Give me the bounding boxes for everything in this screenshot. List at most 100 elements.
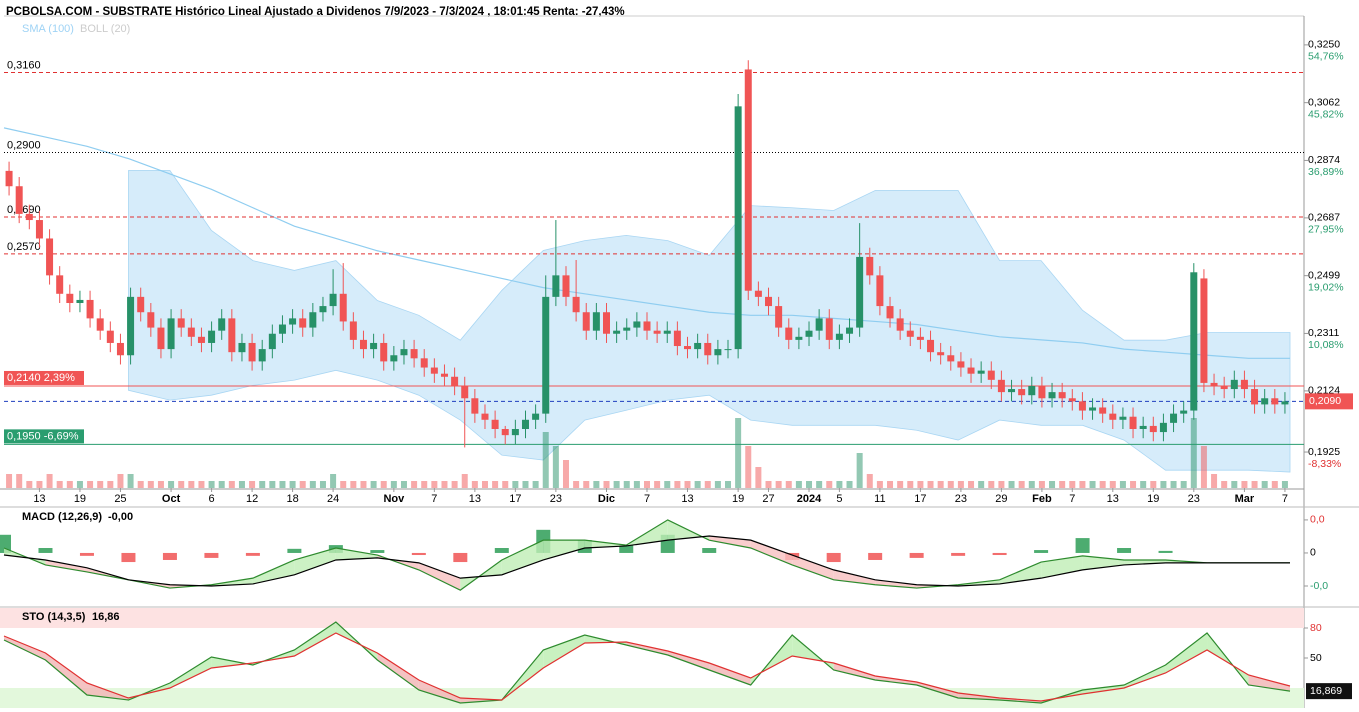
volume-bar xyxy=(917,481,924,488)
macd-histogram-bar xyxy=(868,552,883,560)
volume-bar xyxy=(1109,481,1116,488)
volume-bar xyxy=(1140,481,1147,488)
candle-body xyxy=(329,293,337,307)
volume-bar xyxy=(623,481,630,488)
candle-body xyxy=(258,349,266,362)
volume-bar xyxy=(704,481,711,488)
candle-body xyxy=(906,330,914,337)
volume-bar xyxy=(532,481,539,488)
volume-bar xyxy=(907,481,914,488)
level-label-box xyxy=(4,429,84,444)
legend-boll: BOLL (20) xyxy=(80,23,130,35)
volume-bar xyxy=(289,481,296,488)
volume-bar xyxy=(1271,481,1278,488)
candle-body xyxy=(359,339,367,350)
candle-body xyxy=(440,373,448,377)
volume-bar xyxy=(1281,481,1288,488)
macd-title: MACD (12,26,9) xyxy=(22,511,102,523)
candle-body xyxy=(1240,379,1248,390)
x-tick-label: 25 xyxy=(114,493,126,505)
y-tick-label: 0,2687 xyxy=(1308,212,1340,224)
candle-body xyxy=(1251,389,1259,405)
candle-body xyxy=(187,327,195,337)
volume-bar xyxy=(147,481,154,488)
x-tick-label: 13 xyxy=(681,493,693,505)
volume-bar xyxy=(411,481,418,488)
volume-bar xyxy=(613,481,620,488)
volume-bar xyxy=(6,474,13,488)
candle-body xyxy=(916,336,924,340)
volume-bar xyxy=(674,481,681,488)
x-tick-label: Feb xyxy=(1032,493,1052,505)
volume-bar xyxy=(765,481,772,488)
candle-body xyxy=(987,370,995,380)
candle-body xyxy=(1068,398,1076,402)
volume-bar xyxy=(76,481,83,488)
candle-body xyxy=(349,321,357,340)
macd-fill xyxy=(252,559,295,584)
volume-bar xyxy=(1008,481,1015,488)
macd-histogram-bar xyxy=(909,552,924,558)
volume-bar xyxy=(1018,481,1025,488)
y-tick-label: 50 xyxy=(1310,652,1322,664)
y-tick-change: -8,33% xyxy=(1308,458,1341,470)
volume-bar xyxy=(684,481,691,488)
candle-body xyxy=(542,296,550,414)
candle-body xyxy=(86,299,94,319)
candle-body xyxy=(1089,407,1097,411)
x-tick-label: 29 xyxy=(995,493,1007,505)
macd-histogram-bar xyxy=(453,552,468,563)
volume-bar xyxy=(107,481,114,488)
volume-bar xyxy=(1170,481,1177,488)
sto-fill xyxy=(211,657,253,668)
volume-bar xyxy=(502,481,509,488)
volume-bar xyxy=(937,481,944,488)
last-price-box xyxy=(1305,393,1353,410)
macd-histogram-bar xyxy=(1158,550,1173,553)
volume-bar xyxy=(866,474,873,488)
volume-bar xyxy=(552,446,559,488)
level-label: 0,2140 2,39% xyxy=(7,372,75,384)
x-tick-label: 12 xyxy=(246,493,258,505)
candle-body xyxy=(1018,389,1026,396)
volume-bar xyxy=(1160,481,1167,488)
y-tick-label: 0,0 xyxy=(1310,514,1325,526)
candle-body xyxy=(106,330,114,343)
volume-bar xyxy=(1261,481,1268,488)
macd-histogram-bar xyxy=(287,548,302,553)
candle-body xyxy=(370,342,378,350)
candle-body xyxy=(1099,407,1107,414)
volume-bar xyxy=(188,481,195,488)
volume-bar xyxy=(562,460,569,488)
x-tick-label: 19 xyxy=(1147,493,1159,505)
y-tick-change: 19,02% xyxy=(1308,281,1344,293)
candle-body xyxy=(886,306,894,319)
candle-body xyxy=(562,275,570,297)
macd-line xyxy=(3,519,1290,591)
volume-bar xyxy=(178,481,185,488)
level-label: 0,3160 xyxy=(7,59,41,71)
volume-bar xyxy=(309,481,316,488)
candle-body xyxy=(835,333,843,340)
candle-body xyxy=(410,349,418,359)
macd-histogram-bar xyxy=(121,552,136,563)
candle-body xyxy=(451,376,459,386)
candle-body xyxy=(1048,392,1056,399)
volume-bar xyxy=(978,481,985,488)
volume-bar xyxy=(340,481,347,488)
volume-bar xyxy=(46,474,53,488)
volume-bar xyxy=(492,481,499,488)
volume-bar xyxy=(633,481,640,488)
volume-bar xyxy=(583,481,590,488)
candle-body xyxy=(1180,410,1188,414)
candle-body xyxy=(775,306,783,328)
macd-fill xyxy=(709,536,751,548)
candle-body xyxy=(1129,416,1137,429)
volume-bar xyxy=(968,481,975,488)
volume-bar xyxy=(735,418,742,488)
candle-body xyxy=(309,312,317,328)
volume-bar xyxy=(218,481,225,488)
volume-bar xyxy=(238,481,245,488)
sto-fill xyxy=(4,636,46,660)
